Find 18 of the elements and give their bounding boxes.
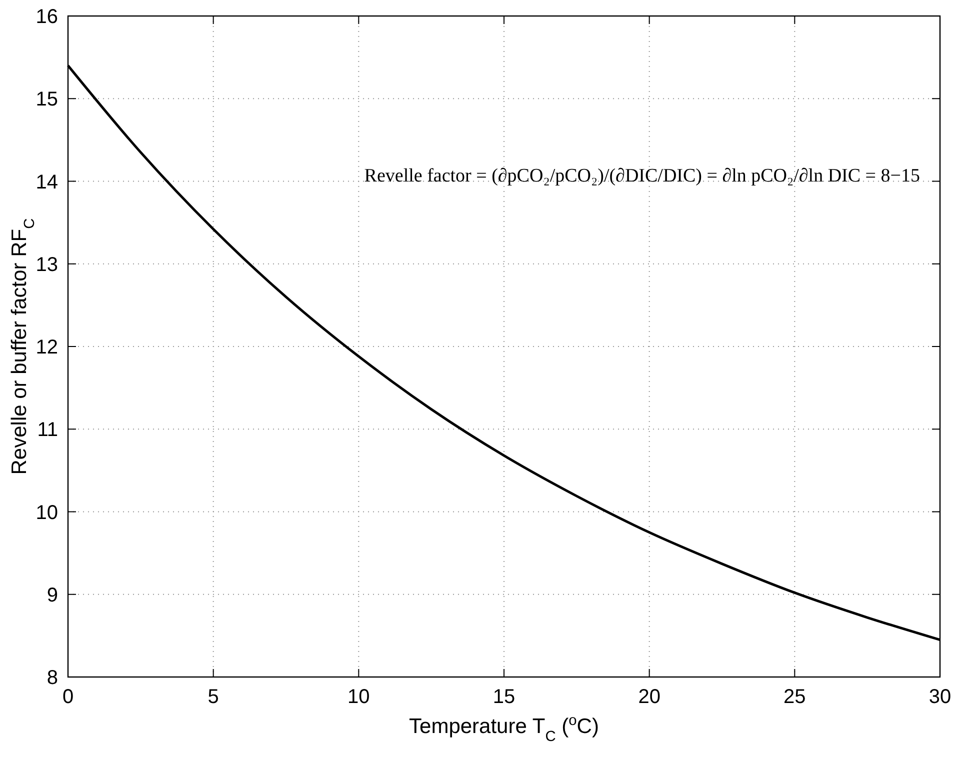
y-tick-label: 14 bbox=[36, 171, 58, 194]
y-tick-label: 8 bbox=[46, 667, 58, 689]
x-tick-label: 25 bbox=[784, 686, 806, 708]
y-tick-label: 12 bbox=[36, 336, 58, 358]
x-tick-label: 0 bbox=[62, 686, 74, 708]
annotation: Revelle factor = (∂pCO₂/pCO₂)/(∂DIC/DIC) = ∂ln pCO₂/∂ln DIC = 8−15 bbox=[364, 165, 920, 186]
x-tick-label: 15 bbox=[492, 686, 516, 708]
y-tick-label: 16 bbox=[36, 6, 58, 28]
x-tick-label: 30 bbox=[928, 686, 952, 708]
x-axis-title: Temperature T$_{C}$ ($^{o}$C) bbox=[409, 713, 599, 745]
x-tick-label: 10 bbox=[348, 686, 370, 708]
y-tick-label: 13 bbox=[36, 254, 58, 276]
y-tick-label: 11 bbox=[37, 419, 58, 442]
y-tick-label: 15 bbox=[36, 88, 58, 111]
x-tick-label: 20 bbox=[638, 686, 660, 708]
y-tick-label: 10 bbox=[36, 502, 58, 524]
x-tick-label: 5 bbox=[208, 686, 219, 708]
y-tick-label: 9 bbox=[46, 584, 58, 606]
